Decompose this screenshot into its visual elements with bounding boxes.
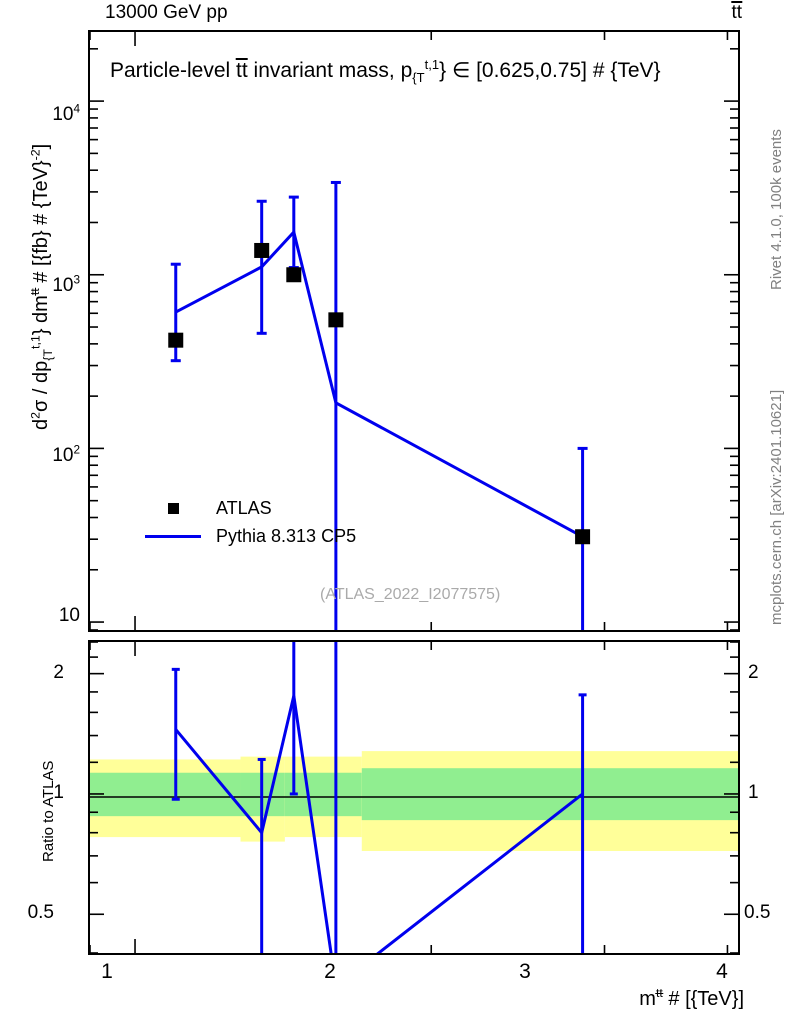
ratio-tick-label-left: 1 — [53, 782, 64, 803]
plot-title: Particle-level tt invariant mass, p{Tt,1… — [110, 57, 661, 86]
ratio-tick-label-left: 2 — [53, 662, 64, 683]
watermark-text: (ATLAS_2022_I2077575) — [320, 586, 501, 603]
mc-curve — [170, 180, 588, 630]
process-label: tt — [731, 1, 743, 23]
legend-label: ATLAS — [216, 497, 272, 518]
ratio-curve — [171, 642, 587, 953]
y-tick-label: 102 — [52, 443, 80, 466]
legend: ATLAS Pythia 8.313 CP5 — [140, 494, 356, 550]
rivet-version-label: Rivet 4.1.0, 100k events — [768, 129, 785, 290]
y-tick-label: 104 — [52, 102, 80, 125]
ratio-ticks — [90, 642, 738, 953]
mcplots-source-label: mcplots.cern.ch [arXiv:2401.10621] — [768, 389, 785, 625]
ratio-tick-label-left: 0.5 — [27, 902, 54, 923]
ratio-tick-label-right: 1 — [748, 782, 759, 803]
legend-label: Pythia 8.313 CP5 — [216, 525, 357, 546]
y-tick-label: 10 — [58, 605, 80, 626]
legend-marker-square-icon — [140, 502, 206, 514]
x-tick-label: 1 — [101, 960, 113, 983]
x-axis-title: mtt # [{TeV}] — [639, 987, 744, 1010]
ratio-panel — [88, 640, 740, 955]
beam-energy-label: 13000 GeV pp — [105, 2, 228, 23]
x-tick-label: 3 — [519, 960, 531, 983]
ratio-tick-label-right: 2 — [748, 662, 759, 683]
main-plot-panel — [88, 30, 740, 632]
uncertainty-bands — [90, 751, 738, 851]
y-axis-ticks — [90, 32, 738, 630]
legend-line-icon — [140, 534, 206, 538]
y-tick-label: 103 — [52, 273, 80, 296]
ratio-axis-title: Ratio to ATLAS — [40, 760, 57, 862]
legend-entry-pythia[interactable]: Pythia 8.313 CP5 — [140, 522, 356, 550]
legend-entry-atlas[interactable]: ATLAS — [140, 494, 356, 522]
data-markers — [168, 242, 591, 545]
x-tick-label: 2 — [324, 960, 336, 983]
main-plot-canvas — [90, 32, 738, 630]
ratio-tick-label-right: 0.5 — [744, 902, 771, 923]
ratio-canvas — [90, 642, 738, 953]
x-tick-label: 4 — [716, 960, 728, 983]
